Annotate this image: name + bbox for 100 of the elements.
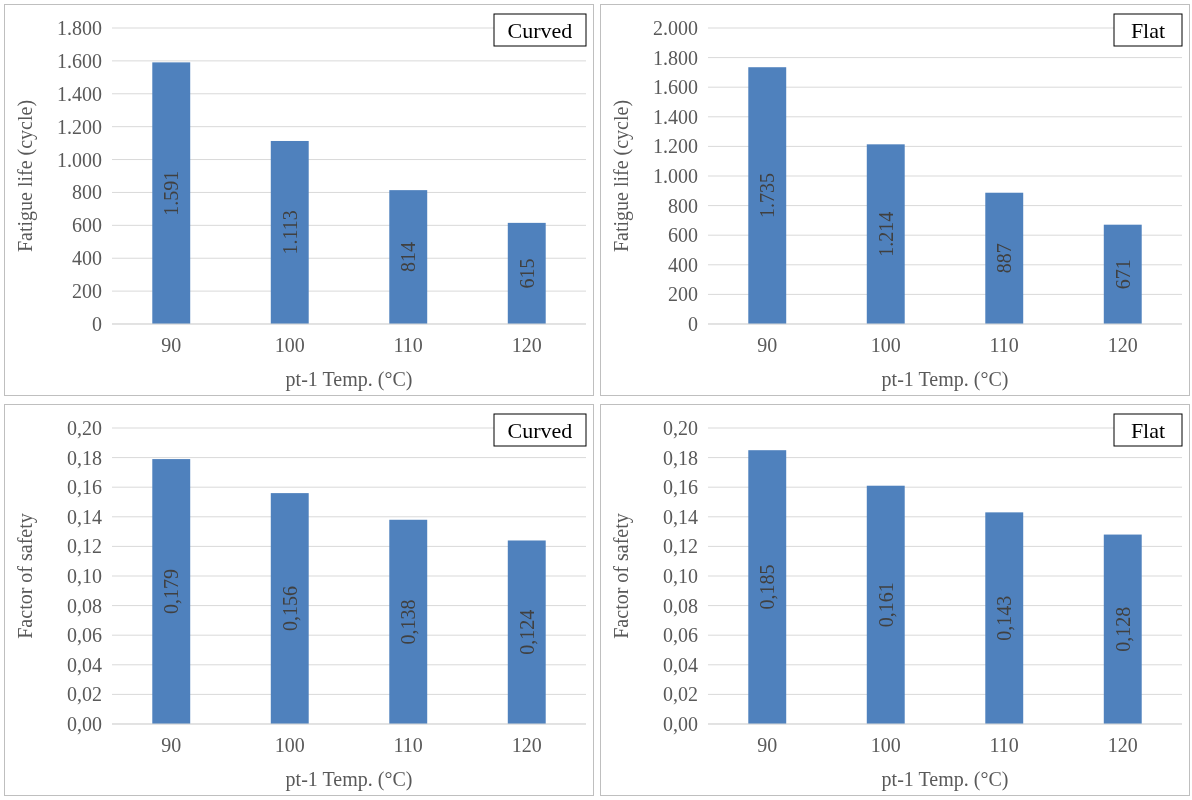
bar (985, 512, 1024, 724)
data-label: 1.113 (278, 210, 301, 255)
y-tick-label: 1.200 (57, 115, 102, 138)
data-label: 0,161 (874, 582, 897, 628)
y-tick-label: 0,08 (663, 594, 698, 617)
bar (1103, 534, 1142, 724)
y-tick-label: 0,02 (663, 683, 698, 706)
y-tick-label: 1.400 (57, 82, 102, 105)
y-tick-label: 0,16 (663, 476, 698, 499)
y-tick-label: 2.000 (653, 17, 698, 39)
bar (748, 450, 787, 724)
data-label: 0,128 (1111, 606, 1134, 652)
bar (270, 140, 309, 324)
y-tick-label: 0 (688, 313, 698, 335)
y-tick-label: 1.800 (653, 46, 698, 69)
data-label: 0,143 (993, 595, 1016, 641)
annotation: Flat (1130, 17, 1166, 43)
x-tick-label: 100 (870, 734, 901, 756)
y-tick-label: 0,14 (663, 505, 698, 528)
y-tick-label: 800 (668, 194, 698, 217)
x-axis-title: pt-1 Temp. (°C) (285, 368, 413, 391)
x-axis-title: pt-1 Temp. (°C) (881, 368, 1009, 391)
y-tick-label: 400 (72, 247, 102, 270)
x-tick-label: 90 (757, 734, 778, 756)
bar (1103, 224, 1142, 324)
y-axis-title: Fatigue life (cycle) (14, 99, 37, 253)
x-tick-label: 90 (757, 334, 778, 356)
annotation: Curved (507, 417, 573, 443)
y-tick-label: 1.200 (653, 135, 698, 158)
y-tick-label: 0,18 (663, 446, 698, 469)
y-tick-label: 1.600 (653, 76, 698, 99)
x-axis-title: pt-1 Temp. (°C) (285, 768, 413, 791)
y-tick-label: 0,14 (67, 505, 102, 528)
y-tick-label: 0,02 (67, 683, 102, 706)
bar (866, 144, 905, 324)
y-tick-label: 1.000 (653, 165, 698, 187)
x-axis-title: pt-1 Temp. (°C) (881, 768, 1009, 791)
y-tick-label: 200 (668, 283, 698, 306)
y-tick-label: 1.600 (57, 49, 102, 72)
x-tick-label: 120 (1107, 734, 1138, 756)
bar (152, 62, 191, 324)
x-tick-label: 100 (274, 334, 305, 356)
x-tick-label: 90 (161, 334, 182, 356)
y-tick-label: 600 (668, 224, 698, 247)
y-axis-title: Factor of safety (14, 513, 37, 639)
data-label: 887 (993, 243, 1016, 274)
data-label: 0,185 (756, 564, 779, 610)
y-tick-label: 800 (72, 181, 102, 204)
y-tick-label: 1.000 (57, 148, 102, 171)
data-label: 0,179 (160, 569, 183, 615)
y-tick-label: 0,04 (67, 653, 102, 676)
bar (866, 485, 905, 724)
data-label: 1.591 (160, 170, 183, 216)
data-label: 814 (397, 242, 420, 273)
y-tick-label: 0,12 (67, 535, 102, 558)
bar (270, 493, 309, 724)
y-tick-label: 0,12 (663, 535, 698, 558)
data-label: 615 (515, 258, 538, 289)
y-tick-label: 0,18 (67, 446, 102, 469)
data-label: 0,156 (278, 586, 301, 632)
x-tick-label: 100 (870, 334, 901, 356)
x-tick-label: 120 (511, 734, 542, 756)
y-tick-label: 0,06 (663, 624, 698, 647)
y-axis-title: Fatigue life (cycle) (610, 99, 633, 253)
y-tick-label: 600 (72, 214, 102, 237)
x-tick-label: 90 (161, 734, 182, 756)
y-tick-label: 200 (72, 280, 102, 303)
x-tick-label: 120 (1107, 334, 1138, 356)
data-label: 1.735 (756, 173, 779, 219)
annotation: Curved (507, 17, 573, 43)
bar (507, 540, 546, 724)
bar (985, 192, 1024, 324)
bar (152, 459, 191, 724)
y-tick-label: 1.400 (653, 105, 698, 128)
x-tick-label: 110 (393, 734, 423, 756)
data-label: 0,138 (397, 599, 420, 645)
bar (389, 190, 428, 324)
y-tick-label: 0,20 (663, 417, 698, 439)
data-label: 1.214 (874, 211, 897, 257)
data-label: 671 (1111, 259, 1134, 290)
y-tick-label: 0,04 (663, 653, 698, 676)
bar (507, 222, 546, 324)
y-tick-label: 0,10 (67, 565, 102, 587)
bar (389, 519, 428, 724)
x-tick-label: 120 (511, 334, 542, 356)
y-tick-label: 400 (668, 253, 698, 276)
x-tick-label: 110 (989, 734, 1019, 756)
y-tick-label: 0,08 (67, 594, 102, 617)
y-tick-label: 0 (92, 313, 102, 335)
data-label: 0,124 (515, 609, 538, 655)
x-tick-label: 110 (393, 334, 423, 356)
y-tick-label: 0,00 (67, 713, 102, 735)
y-axis-title: Factor of safety (610, 513, 633, 639)
x-tick-label: 110 (989, 334, 1019, 356)
y-tick-label: 0,20 (67, 417, 102, 439)
y-tick-label: 0,16 (67, 476, 102, 499)
y-tick-label: 1.800 (57, 17, 102, 39)
bar (748, 67, 787, 324)
y-tick-label: 0,10 (663, 565, 698, 587)
y-tick-label: 0,06 (67, 624, 102, 647)
